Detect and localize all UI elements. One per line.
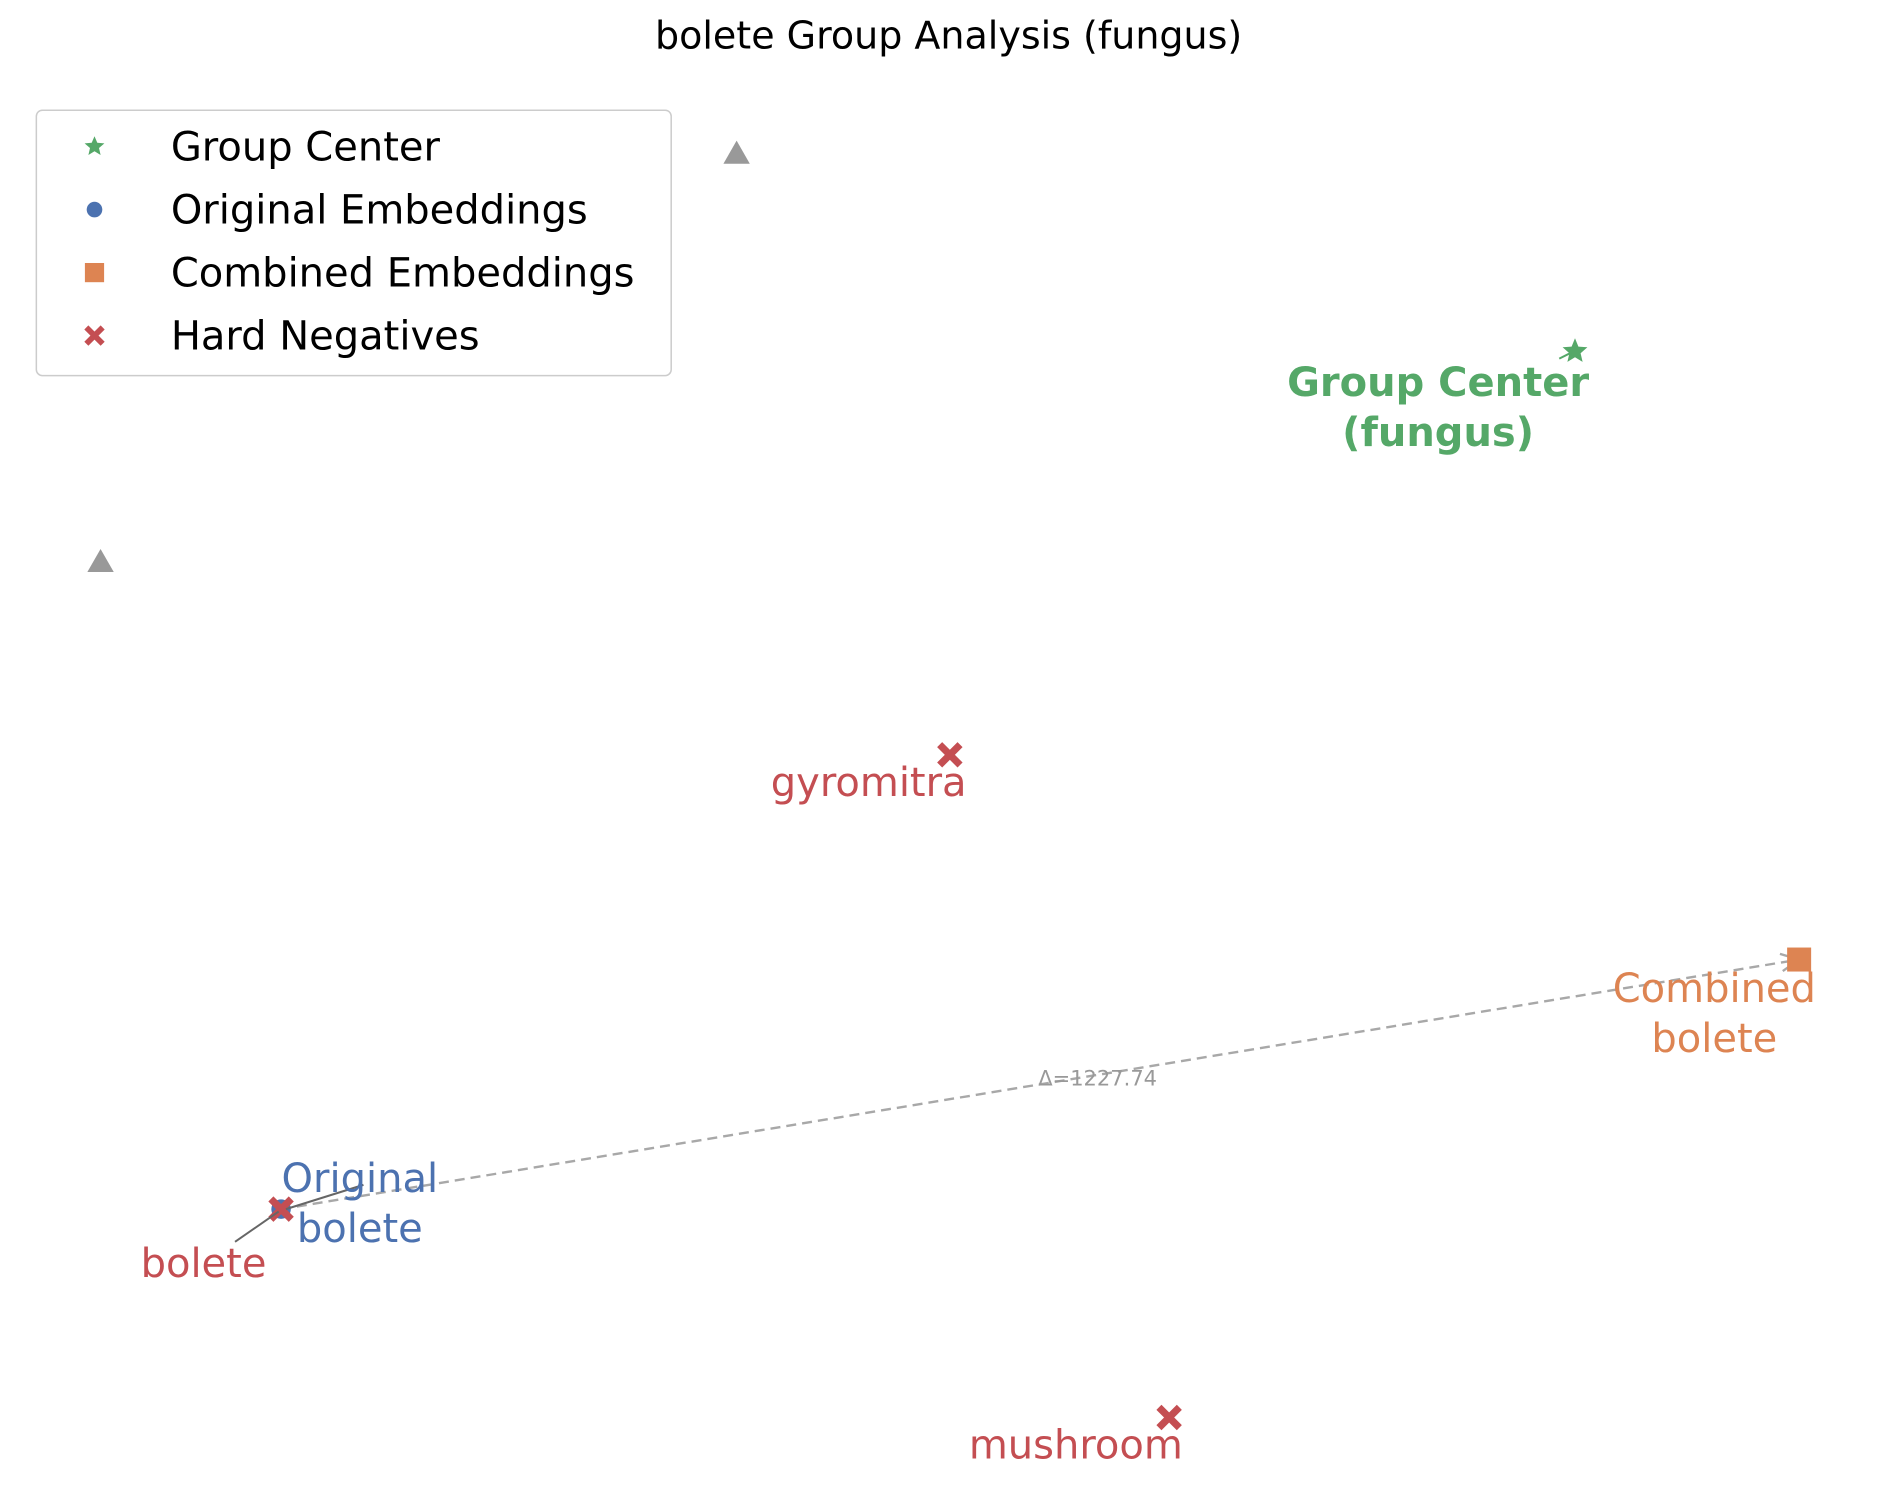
legend: Group Center Original Embeddings Combined … [35, 109, 672, 377]
legend-label: Combined Embeddings [171, 251, 635, 297]
point-label: mushroom [969, 1423, 1183, 1469]
shift-arrow-line [280, 958, 1800, 1211]
legend-entry: Combined Embeddings [84, 251, 635, 297]
points-layer [87, 140, 1812, 1431]
legend-items: Group Center Original Embeddings Combined … [84, 125, 635, 360]
legend-marker [86, 201, 103, 218]
legend-label: Original Embeddings [171, 188, 588, 234]
legend-label: Hard Negatives [171, 314, 480, 360]
point-label: Combined bolete [1613, 966, 1816, 1062]
shift-distance-label: Δ=1227.74 [1038, 1067, 1157, 1091]
unlabeled-point [87, 548, 114, 573]
combined-embeddings-point [1787, 947, 1812, 972]
point-labels-layer: Group Center (fungus) Original bolete Combin… [141, 351, 1816, 1469]
point-label: Group Center (fungus) [1287, 360, 1589, 456]
shift-arrow-layer: Δ=1227.74 [280, 952, 1802, 1211]
chart-title: bolete Group Analysis (fungus) [655, 13, 1242, 57]
legend-entry: Hard Negatives [84, 314, 480, 360]
legend-entry: Original Embeddings [86, 188, 588, 234]
legend-entry: Group Center [84, 125, 441, 171]
label-leader-line [234, 1210, 280, 1243]
legend-marker [84, 136, 105, 155]
legend-marker [84, 325, 105, 346]
group-center-point [1562, 338, 1588, 362]
legend-label: Group Center [171, 125, 441, 171]
label-leader-line [1558, 351, 1572, 360]
hard-negatives-point [268, 1196, 294, 1222]
point-label: Original bolete [282, 1156, 439, 1252]
unlabeled-point [723, 140, 750, 164]
legend-marker [84, 262, 105, 283]
label-leader-line [285, 1183, 364, 1211]
point-label: gyromitra [771, 760, 967, 806]
hard-negatives-point [937, 742, 963, 768]
point-label: bolete [141, 1241, 267, 1287]
hard-negatives-point [1156, 1404, 1182, 1431]
legend-frame [35, 109, 672, 377]
